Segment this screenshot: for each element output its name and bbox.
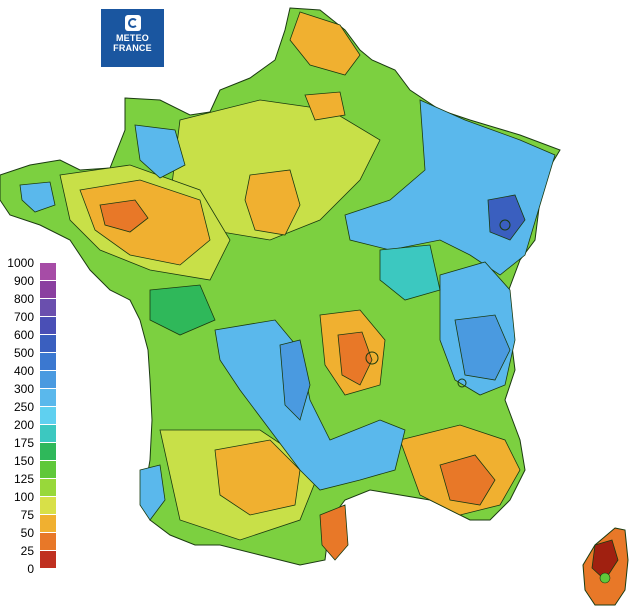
legend-tick-label: 150 [13, 454, 34, 468]
legend-swatch [40, 281, 56, 298]
logo-line1: METEO [115, 33, 149, 43]
contour-ring [499, 219, 511, 231]
legend-swatch [40, 263, 56, 280]
legend-tick-label: 25 [20, 544, 34, 558]
zone-blue-normandy [134, 124, 186, 179]
zone-blue-pyrenees [139, 464, 166, 521]
legend-tick-label: 0 [27, 562, 34, 576]
legend-swatch [40, 335, 56, 352]
zone-orange-paris [304, 91, 346, 121]
zone-orange-center [244, 169, 301, 236]
legend-tick-label: 600 [13, 328, 34, 342]
zone-red-mediterranean [319, 504, 349, 561]
legend-tick-label: 250 [13, 400, 34, 414]
legend-swatch [40, 353, 56, 370]
zone-darkblue-vosges [487, 194, 526, 241]
legend-swatch [40, 497, 56, 514]
zone-red-provence [439, 454, 496, 506]
legend: 1000 900 800 700 600 500 400 300 250 200 175 150 125… [0, 255, 60, 576]
legend-tick-label: 125 [13, 472, 34, 486]
legend-tick-label: 700 [13, 310, 34, 324]
legend-tick-label: 100 [13, 490, 34, 504]
corsica-core [591, 539, 619, 581]
meteo-france-mark-icon [124, 15, 141, 31]
contour-ring [457, 378, 467, 388]
legend-tick-label: 50 [20, 526, 34, 540]
legend-swatch [40, 461, 56, 478]
legend-swatch [40, 425, 56, 442]
zone-darkblue-alps [454, 314, 511, 381]
zone-deepgreen-1 [149, 284, 216, 336]
legend-swatch [40, 407, 56, 424]
zone-red-massif [337, 331, 373, 386]
zone-orange-brittany [79, 179, 211, 266]
legend-swatch [40, 515, 56, 532]
legend-tick-label: 200 [13, 418, 34, 432]
contour-ring [365, 351, 379, 365]
corsica-peak [599, 572, 611, 584]
zone-orange-north [289, 11, 361, 76]
legend-tick-label: 75 [20, 508, 34, 522]
zone-darkblue-massif [279, 339, 311, 421]
zone-orange-southwest [214, 439, 301, 516]
legend-swatch [40, 371, 56, 388]
legend-tick-label: 1000 [7, 256, 34, 270]
legend-tick-label: 175 [13, 436, 34, 450]
zone-blue-finistere [19, 181, 56, 213]
legend-tick-label: 300 [13, 382, 34, 396]
legend-tick-label: 500 [13, 346, 34, 360]
legend-swatch [40, 479, 56, 496]
legend-swatch [40, 389, 56, 406]
legend-tick-label: 800 [13, 292, 34, 306]
logo-line2: FRANCE [113, 43, 152, 53]
meteo-france-logo: METEO FRANCE [101, 9, 164, 67]
zone-red-brittany [99, 199, 149, 233]
legend-swatch [40, 533, 56, 550]
legend-swatch [40, 443, 56, 460]
legend-tick-label: 900 [13, 274, 34, 288]
zone-deepgreen-2 [379, 244, 441, 301]
legend-swatch [40, 317, 56, 334]
legend-swatch [40, 551, 56, 568]
legend-swatch [40, 299, 56, 316]
legend-tick-label: 400 [13, 364, 34, 378]
